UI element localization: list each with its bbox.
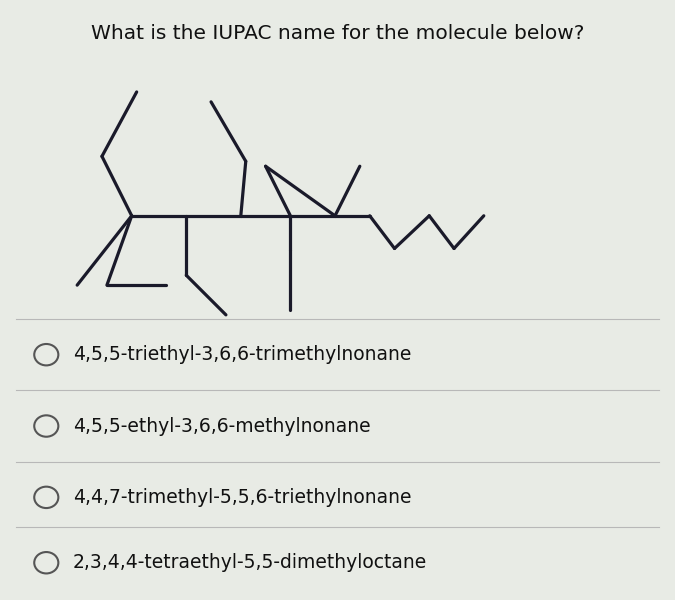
Text: 4,5,5-ethyl-3,6,6-methylnonane: 4,5,5-ethyl-3,6,6-methylnonane [73, 416, 371, 436]
Text: 2,3,4,4-tetraethyl-5,5-dimethyloctane: 2,3,4,4-tetraethyl-5,5-dimethyloctane [73, 553, 427, 572]
Text: What is the IUPAC name for the molecule below?: What is the IUPAC name for the molecule … [91, 23, 584, 43]
Text: 4,5,5-triethyl-3,6,6-trimethylnonane: 4,5,5-triethyl-3,6,6-trimethylnonane [73, 345, 412, 364]
Text: 4,4,7-trimethyl-5,5,6-triethylnonane: 4,4,7-trimethyl-5,5,6-triethylnonane [73, 488, 412, 507]
